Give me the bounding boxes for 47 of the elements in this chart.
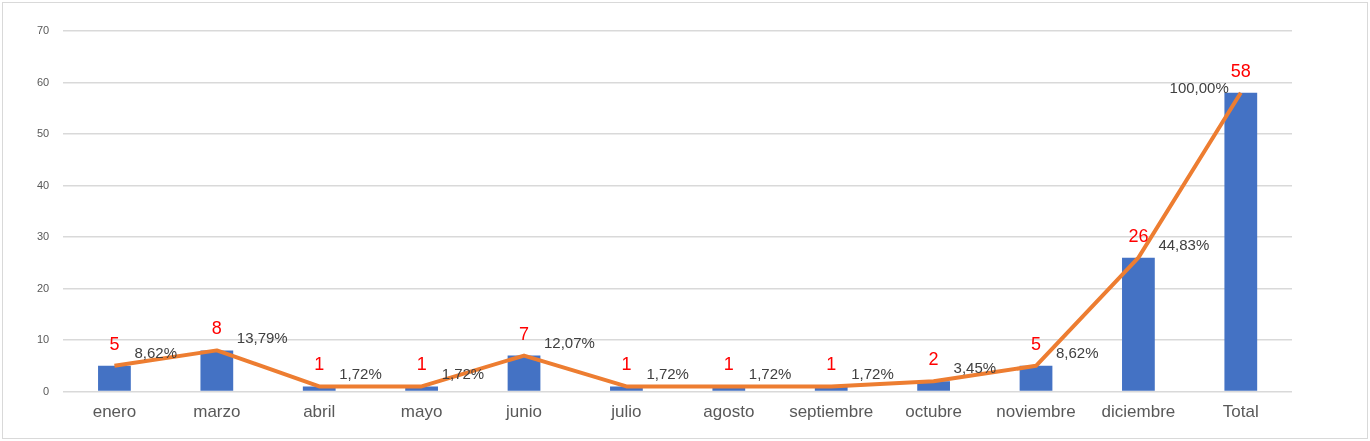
data-label: 1 [723,354,734,375]
annotation: 13,79% [236,328,288,346]
y-tick-label: 70 [36,24,50,37]
x-tick-label: mayo [400,402,443,422]
x-tick-label: agosto [703,402,755,422]
annotation: 1,72% [748,364,792,382]
x-tick-label: diciembre [1101,402,1176,422]
y-tick-label: 60 [36,75,50,88]
x-tick-label: abril [303,402,336,422]
annotation: 44,83% [1158,235,1210,253]
x-tick-label: octubre [905,402,962,422]
data-label: 58 [1230,60,1251,81]
y-tick-label: 0 [43,384,50,397]
y-tick-label: 20 [36,281,50,294]
annotation: 1,72% [339,364,382,382]
annotation: 12,07% [544,333,595,351]
annotation: 1,72% [851,364,894,382]
y-tick-label: 50 [36,127,50,140]
x-tick-label: marzo [193,402,241,422]
bar [200,350,234,391]
data-label: 1 [826,354,837,375]
bar [98,365,131,391]
y-tick-label: 40 [36,178,50,191]
annotation: 8,62% [1056,343,1099,361]
data-label: 1 [621,354,632,375]
x-tick-label: Total [1222,402,1259,422]
data-label: 26 [1128,225,1149,246]
x-tick-label: septiembre [789,402,874,422]
x-tick-label: julio [610,402,642,422]
annotation: 100,00% [1169,78,1229,96]
data-label: 5 [109,333,120,354]
annotation: 1,72% [646,364,689,382]
annotation: 3,45% [953,359,997,377]
data-label: 2 [928,349,939,370]
bar [1019,365,1053,391]
data-label: 7 [519,323,530,344]
data-label: 8 [211,318,222,339]
x-tick-label: enero [92,402,137,422]
annotation: 8,62% [134,343,177,361]
data-label: 5 [1031,333,1042,354]
data-label: 1 [416,354,427,375]
bar [1122,257,1155,391]
data-label: 1 [314,354,325,375]
y-tick-label: 30 [36,230,50,243]
y-tick-label: 10 [36,333,50,346]
x-tick-label: junio [505,402,542,422]
x-tick-label: noviembre [996,402,1076,422]
